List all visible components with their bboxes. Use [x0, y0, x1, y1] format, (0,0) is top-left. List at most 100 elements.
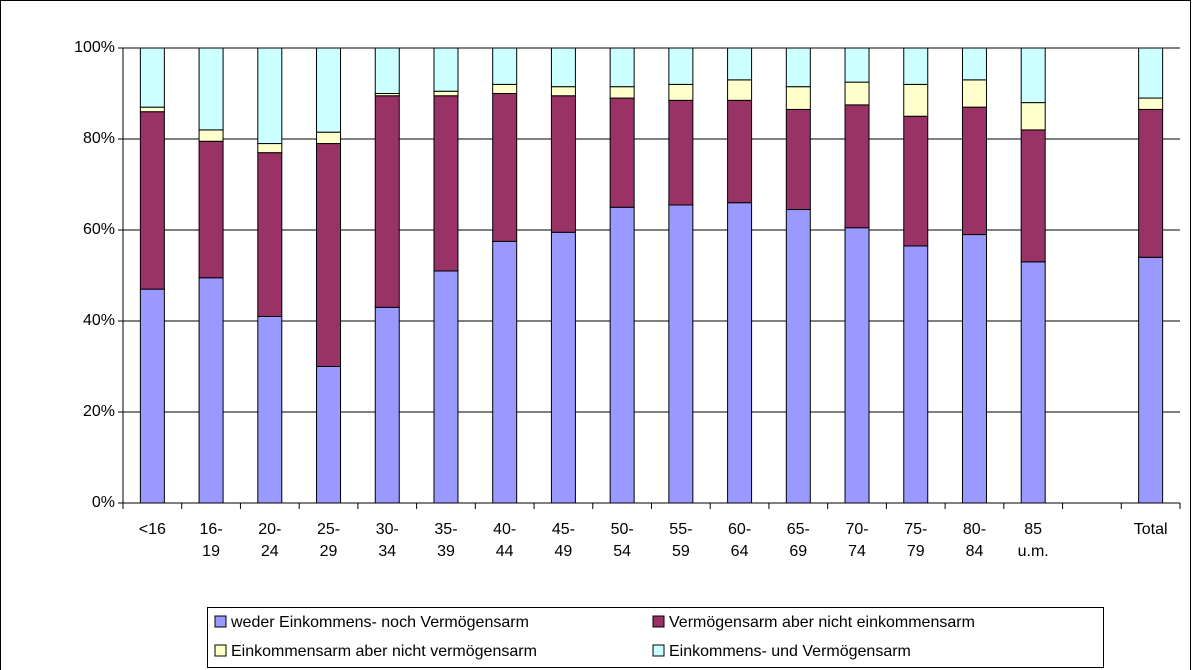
bar-segment	[550, 86, 576, 97]
bar-segment	[609, 86, 635, 99]
legend-label: weder Einkommens- noch Vermögensarm	[230, 614, 529, 631]
bar-segment	[1020, 261, 1046, 504]
x-tick-label: 40- 44	[493, 521, 517, 560]
bar-segment	[727, 202, 753, 504]
bar-segment	[492, 83, 518, 95]
bar-segment	[550, 95, 576, 233]
bar-segment	[492, 93, 518, 242]
bar-segment	[316, 131, 342, 145]
bar-segment	[139, 288, 165, 504]
bar-segment	[844, 104, 870, 229]
bar-segment	[785, 86, 811, 110]
bar-segment	[198, 47, 224, 131]
legend-swatch	[652, 644, 665, 657]
legend-swatch	[214, 615, 227, 628]
bar-segment	[1020, 47, 1046, 104]
bar-segment	[727, 99, 753, 204]
x-tick-label: 85 u.m.	[1017, 521, 1049, 560]
bar-segment	[198, 277, 224, 504]
bar-segment	[374, 47, 400, 94]
x-tick-label: 75- 79	[904, 521, 928, 560]
bar-segment	[198, 129, 224, 142]
x-tick-label: 55- 59	[669, 521, 693, 560]
bar-segment	[903, 245, 929, 504]
bar-segment	[139, 106, 165, 113]
bar-segment	[492, 240, 518, 504]
bar-segment	[844, 227, 870, 504]
x-tick-label: 50- 54	[610, 521, 634, 560]
bar-segment	[433, 270, 459, 504]
bar-segment	[433, 90, 459, 97]
bar-segment	[903, 83, 929, 117]
y-tick-label: 80%	[83, 130, 115, 147]
legend-box	[207, 607, 1104, 668]
x-tick-label: 16- 19	[199, 521, 223, 560]
bar-segment	[257, 143, 283, 154]
x-tick-label: 60- 64	[728, 521, 752, 560]
legend-label: Vermögensarm aber nicht einkommensarm	[669, 614, 975, 631]
bar-segment	[1138, 256, 1164, 504]
bar-segment	[316, 366, 342, 504]
bar-segment	[903, 115, 929, 247]
y-tick-label: 60%	[83, 221, 115, 238]
bar-segment	[1138, 47, 1164, 99]
bar-segment	[374, 306, 400, 504]
y-tick-label: 0%	[92, 494, 115, 511]
bar-segment	[609, 47, 635, 88]
bar-segment	[1020, 129, 1046, 263]
x-tick-label: 30- 34	[375, 521, 399, 560]
x-tick-label: 25- 29	[316, 521, 341, 560]
bar-segment	[961, 106, 987, 236]
bar-segment	[785, 108, 811, 211]
bar-segment	[668, 83, 694, 101]
bar-segment	[844, 81, 870, 106]
bar-segment	[727, 47, 753, 81]
bar-segment	[1138, 97, 1164, 110]
bar-segment	[609, 97, 635, 208]
x-tick-label: <16	[138, 521, 166, 538]
bar-segment	[257, 315, 283, 504]
x-tick-label: 45- 49	[551, 521, 575, 560]
x-tick-label: Total	[1133, 521, 1168, 538]
y-tick-label: 20%	[83, 403, 115, 420]
bar-segment	[316, 143, 342, 367]
bar-segment	[785, 209, 811, 504]
bar-segment	[257, 152, 283, 317]
bar-segment	[785, 47, 811, 88]
bar-segment	[727, 79, 753, 101]
bar-segment	[1138, 108, 1164, 258]
bar-segment	[1020, 102, 1046, 131]
bar-segment	[903, 47, 929, 85]
bar-segment	[433, 47, 459, 92]
x-tick-label: 35- 39	[434, 521, 458, 560]
x-tick-label: 20- 24	[258, 521, 282, 560]
bar-segment	[668, 204, 694, 504]
bar-segment	[257, 47, 283, 145]
bar-segment	[668, 99, 694, 206]
bar-segment	[668, 47, 694, 85]
x-tick-label: 80- 84	[962, 521, 987, 560]
bar-segment	[139, 111, 165, 290]
x-tick-label: 65- 69	[786, 521, 810, 560]
bar-segment	[961, 234, 987, 504]
legend-label: Einkommens- und Vermögensarm	[669, 643, 911, 660]
bar-segment	[492, 47, 518, 85]
bar-segment	[374, 95, 400, 308]
bar-segment	[609, 206, 635, 504]
bar-segment	[139, 47, 165, 108]
bar-segment	[961, 79, 987, 108]
legend-swatch	[652, 615, 665, 628]
bar-segment	[550, 47, 576, 88]
bar-segment	[550, 231, 576, 504]
y-tick-label: 40%	[83, 312, 115, 329]
bar-segment	[198, 140, 224, 279]
x-tick-label: 70- 74	[845, 521, 869, 560]
bar-segment	[844, 47, 870, 83]
y-tick-label: 100%	[74, 39, 115, 56]
legend-swatch	[214, 644, 227, 657]
bar-segment	[961, 47, 987, 81]
bar-segment	[316, 47, 342, 133]
